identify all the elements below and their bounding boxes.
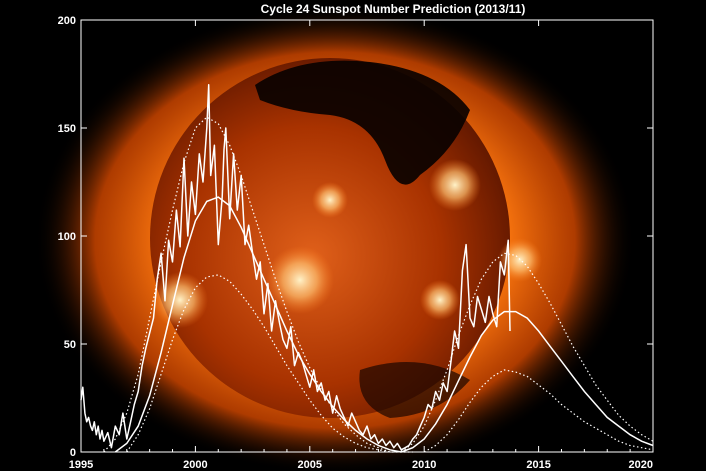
cycle24-predicted-upper-line — [400, 252, 654, 453]
predicted-mean-line — [114, 196, 402, 453]
series-layer — [80, 84, 654, 453]
axes: 0 50 100 150 200 1995 2000 2005 2010 2015 2020 — [58, 15, 654, 471]
active-region — [152, 272, 208, 328]
cycle24-predicted-lower-line — [423, 369, 654, 453]
active-region — [429, 159, 481, 211]
y-tick-label: 0 — [70, 447, 76, 459]
observed-monthly-line — [80, 84, 511, 451]
x-tick-label: 2005 — [298, 459, 322, 471]
sun-background-image — [35, 5, 635, 471]
x-tick-label: 2010 — [412, 459, 436, 471]
y-tick-label: 50 — [64, 339, 76, 351]
coronal-hole — [255, 60, 470, 185]
y-tick-label: 150 — [58, 123, 76, 135]
predicted-lower-line — [126, 274, 413, 453]
y-tick-label: 200 — [58, 15, 76, 27]
chart-title: Cycle 24 Sunspot Number Prediction (2013… — [261, 2, 526, 16]
predicted-upper-line — [103, 116, 391, 453]
x-tick-label: 2020 — [629, 459, 653, 471]
coronal-hole-lower — [359, 362, 470, 418]
x-tick-label: 2015 — [526, 459, 550, 471]
active-region — [312, 182, 348, 218]
cycle24-predicted-mean-line — [401, 310, 654, 453]
x-tick-label: 1995 — [69, 459, 93, 471]
x-tick-label: 2000 — [183, 459, 207, 471]
active-region — [266, 246, 334, 314]
active-region — [420, 280, 460, 320]
y-tick-label: 100 — [58, 231, 76, 243]
